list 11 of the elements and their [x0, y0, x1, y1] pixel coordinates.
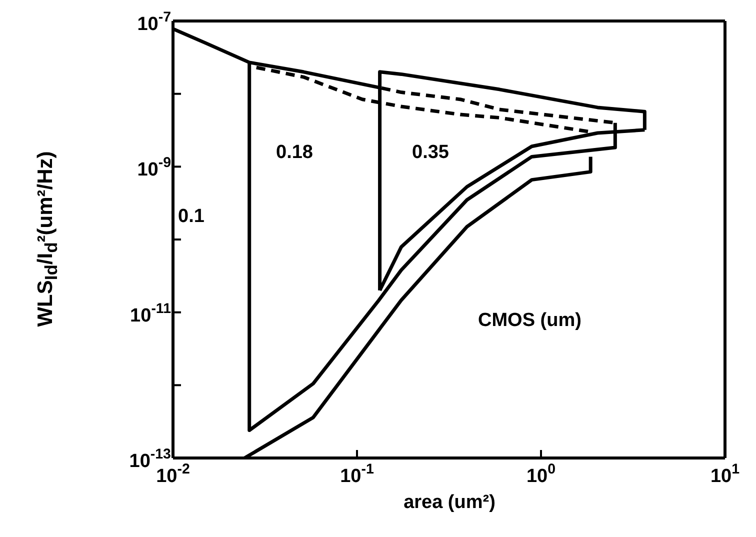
annotation: 0.1 [178, 206, 204, 228]
y-tick-label: 10$^{-7}$ [137, 9, 172, 35]
x-tick-label: 10$^{0}$ [526, 461, 556, 487]
y-tick-label: 10$^{-11}$ [130, 300, 172, 326]
x-axis-title: area (um²) [402, 492, 496, 514]
x-tick-label: 10$^{-1}$ [340, 461, 374, 487]
x-tick-label: 10$^{1}$ [710, 461, 740, 487]
annotation: 0.18 [276, 142, 313, 164]
annotation: 0.35 [412, 142, 449, 164]
annotation: CMOS (um) [478, 310, 582, 332]
y-tick-label: 10$^{-9}$ [137, 155, 172, 181]
